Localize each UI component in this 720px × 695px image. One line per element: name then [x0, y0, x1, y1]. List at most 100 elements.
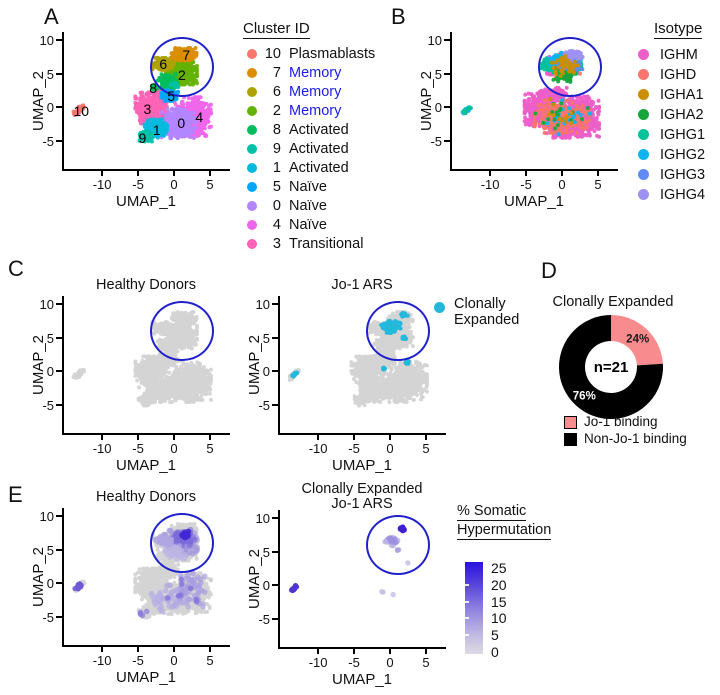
donut-legend-label: Jo-1 binding — [584, 414, 658, 429]
y-axis — [62, 296, 64, 435]
cluster-legend-row: 6 Memory — [243, 83, 403, 102]
cluster-number-label: 8 — [149, 80, 158, 97]
isotype-label: IGHG3 — [660, 167, 706, 183]
clonally-expanded-dot-icon — [434, 302, 445, 313]
y-tick — [56, 582, 62, 585]
x-tick-label: -5 — [348, 655, 360, 670]
cluster-legend-row: 8 Activated — [243, 121, 403, 140]
cluster-legend-row: 9 Activated — [243, 140, 403, 159]
x-tick-label: 5 — [594, 177, 602, 192]
cluster-type-label: Memory — [289, 84, 342, 100]
x-tick-label: 5 — [206, 653, 214, 668]
cluster-type-label: Naïve — [289, 198, 327, 214]
x-tick — [101, 435, 104, 440]
donut-legend-row: Non-Jo-1 binding — [564, 431, 714, 448]
y-tick-label: -5 — [258, 397, 270, 413]
x-tick-label: -10 — [308, 655, 328, 670]
x-axis — [278, 433, 446, 435]
y-tick — [272, 517, 278, 520]
shm-tick-mark — [465, 634, 469, 637]
y-tick — [56, 548, 62, 551]
y-tick — [272, 550, 278, 553]
cluster-number-label: 3 — [143, 100, 152, 117]
x-tick-label: -5 — [132, 441, 144, 456]
y-tick — [56, 615, 62, 618]
isotype-legend-row: IGHG4 — [630, 185, 720, 205]
cluster-type-label: Plasmablasts — [289, 46, 376, 62]
x-tick — [137, 435, 140, 440]
x-axis — [62, 433, 230, 435]
isotype-label: IGHA1 — [660, 87, 704, 103]
cluster-type-label: Memory — [289, 103, 342, 119]
isotype-label: IGHD — [660, 67, 697, 83]
cluster-type-label: Naïve — [289, 179, 327, 195]
x-tick — [489, 171, 492, 176]
cluster-id-number: 5 — [272, 179, 281, 195]
x-axis — [62, 169, 230, 171]
isotype-legend-row: IGHG3 — [630, 165, 720, 185]
y-tick — [272, 303, 278, 306]
y-tick — [56, 39, 62, 42]
plot-title: Jo-1 ARS — [331, 496, 393, 512]
cluster-legend-row: 0 Naïve — [243, 197, 403, 216]
cluster-color-dot-icon — [247, 239, 257, 249]
shm-colorbar-title-line1: % Somatic — [457, 503, 527, 521]
y-axis — [278, 296, 280, 435]
y-tick — [56, 303, 62, 306]
isotype-label: IGHG4 — [660, 187, 706, 203]
isotype-label: IGHA2 — [660, 107, 704, 123]
x-tick — [317, 435, 320, 440]
cluster-legend-row: 1 Activated — [243, 159, 403, 178]
cluster-legend-row: 3 Transitional — [243, 235, 403, 254]
cluster-type-label: Activated — [289, 160, 349, 176]
isotype-color-dot-icon — [638, 149, 649, 160]
x-tick — [597, 171, 600, 176]
shm-tick-label: 10 — [491, 610, 507, 627]
cluster-color-dot-icon — [247, 163, 257, 173]
donut-legend: Jo-1 binding Non-Jo-1 binding — [564, 414, 714, 448]
plot-title: Healthy Donors — [96, 489, 196, 505]
x-tick-label: 5 — [206, 177, 214, 192]
x-tick — [525, 171, 528, 176]
donut-title: Clonally Expanded — [552, 294, 674, 310]
x-tick — [173, 435, 176, 440]
y-tick-label: 5 — [262, 544, 270, 560]
y-tick — [272, 370, 278, 373]
cluster-type-label: Activated — [289, 122, 349, 138]
clonally-expanded-label-line2: Expanded — [454, 312, 520, 328]
donut-slice — [611, 315, 663, 366]
y-tick-label: 5 — [46, 330, 54, 346]
isotype-legend-title: Isotype — [654, 20, 703, 39]
x-tick — [173, 171, 176, 176]
cluster-number-label: 5 — [167, 87, 176, 104]
shm-color-gradient-bar — [465, 562, 483, 654]
cluster-color-dot-icon — [247, 68, 257, 78]
cluster-legend-row: 10 Plasmablasts — [243, 45, 403, 64]
cluster-id-legend-title: Cluster ID — [243, 20, 310, 39]
isotype-legend-row: IGHM — [630, 45, 720, 65]
y-tick — [56, 139, 62, 142]
isotype-legend-items: IGHM IGHD IGHA1 IGHA2 IGHG1 IGHG2 IGHG3 IGHG4 — [630, 45, 720, 205]
x-tick-label: -10 — [92, 177, 112, 192]
y-tick-label: 5 — [46, 66, 54, 82]
isotype-label: IGHG2 — [660, 147, 706, 163]
y-tick-label: -5 — [42, 397, 54, 413]
cluster-color-dot-icon — [247, 106, 257, 116]
donut-legend-label: Non-Jo-1 binding — [584, 431, 687, 446]
x-tick — [101, 171, 104, 176]
x-tick — [209, 435, 212, 440]
donut-slice-percent-label: 24% — [626, 334, 649, 346]
y-tick — [272, 617, 278, 620]
plot-title: Healthy Donors — [96, 277, 196, 293]
x-tick-label: 5 — [422, 655, 430, 670]
x-axis-label: UMAP_1 — [115, 669, 177, 686]
isotype-legend-row: IGHG1 — [630, 125, 720, 145]
y-tick — [56, 370, 62, 373]
y-axis — [450, 32, 452, 171]
x-axis-label: UMAP_1 — [503, 193, 565, 210]
y-tick-label: 0 — [46, 364, 54, 380]
cluster-legend-row: 7 Memory — [243, 64, 403, 83]
cluster-number-label: 0 — [177, 114, 186, 131]
y-tick-label: 10 — [255, 297, 270, 313]
panel-label-a: A — [44, 4, 59, 29]
